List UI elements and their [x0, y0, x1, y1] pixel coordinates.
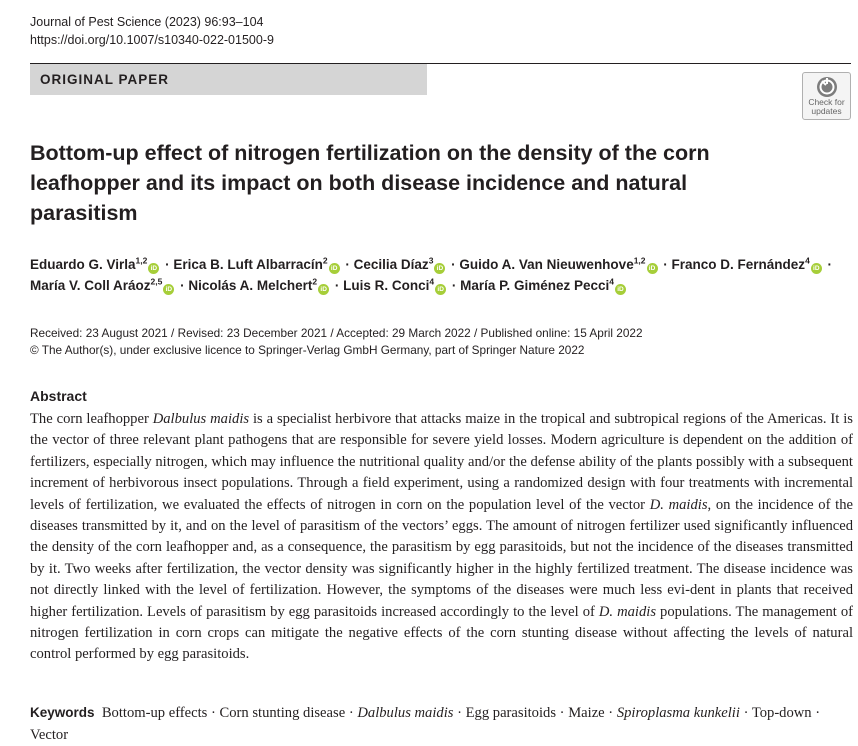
- author-name[interactable]: Nicolás A. Melchert: [188, 278, 313, 293]
- author-list: Eduardo G. Virla1,2iD · Erica B. Luft Al…: [30, 255, 833, 295]
- keyword-item[interactable]: Dalbulus maidis: [357, 705, 454, 721]
- keyword-list: Bottom-up effects · Corn stunting diseas…: [30, 705, 821, 743]
- author: María V. Coll Aráoz2,5iD: [30, 276, 176, 295]
- author-name[interactable]: Guido A. Van Nieuwenhove: [459, 257, 634, 272]
- author-separator: ·: [823, 257, 833, 272]
- keyword-item[interactable]: Spiroplasma kunkelii: [616, 705, 740, 721]
- abstract-heading: Abstract: [30, 388, 87, 404]
- article-title: Bottom-up effect of nitrogen fertilizati…: [30, 141, 710, 225]
- publication-dates: Received: 23 August 2021 / Revised: 23 D…: [30, 325, 643, 359]
- keyword-item[interactable]: Corn stunting disease: [219, 705, 346, 721]
- author-affiliation: 2: [312, 276, 318, 287]
- species-name: D. maidis: [649, 496, 708, 513]
- author-name[interactable]: Cecilia Díaz: [353, 257, 429, 272]
- author: Erica B. Luft Albarracín2iD: [173, 255, 341, 274]
- check-for-updates-icon: [816, 77, 837, 97]
- abstract-text-3: , on the incidence of the diseases trans…: [30, 496, 853, 620]
- author-affiliation: 4: [429, 276, 435, 287]
- author-name[interactable]: María P. Giménez Pecci: [460, 278, 610, 293]
- orcid-icon[interactable]: iD: [318, 284, 330, 295]
- author-affiliation: 4: [805, 255, 810, 266]
- orcid-icon[interactable]: iD: [434, 263, 446, 274]
- keyword-item[interactable]: Maize: [568, 705, 605, 721]
- doi-link[interactable]: https://doi.org/10.1007/s10340-022-01500…: [30, 33, 274, 47]
- author: Cecilia Díaz3iD: [353, 255, 448, 274]
- author-name[interactable]: Franco D. Fernández: [671, 257, 806, 272]
- orcid-icon[interactable]: iD: [646, 263, 658, 274]
- header-rule: [30, 63, 851, 64]
- author-name[interactable]: Luis R. Conci: [343, 278, 430, 293]
- orcid-icon[interactable]: iD: [148, 263, 160, 274]
- orcid-icon[interactable]: iD: [328, 263, 340, 274]
- author: Nicolás A. Melchert2iD: [188, 276, 331, 295]
- author: Franco D. Fernández4iD: [671, 255, 824, 274]
- orcid-icon[interactable]: iD: [163, 284, 175, 295]
- keyword-item[interactable]: Vector: [30, 726, 69, 743]
- author-affiliation: 4: [609, 276, 614, 287]
- article-type-banner: ORIGINAL PAPER: [30, 64, 427, 95]
- species-name: D. maidis: [598, 603, 657, 620]
- journal-citation: Journal of Pest Science (2023) 96:93–104: [30, 15, 264, 29]
- abstract-body: The corn leafhopper Dalbulus maidis is a…: [30, 409, 853, 666]
- abstract-text-1: The corn leafhopper: [30, 411, 153, 427]
- keyword-item[interactable]: Top-down: [751, 705, 812, 721]
- author-name[interactable]: María V. Coll Aráoz: [30, 278, 151, 293]
- abstract-text-4: populations. The management of nitrogen …: [30, 603, 853, 663]
- keyword-item[interactable]: Egg parasitoids: [465, 705, 557, 721]
- check-for-updates-line1: Check for: [808, 97, 845, 107]
- abstract-text-2: is a specialist herbivore that attacks m…: [30, 411, 853, 513]
- orcid-icon[interactable]: iD: [810, 263, 822, 274]
- check-for-updates-line2: updates: [811, 106, 842, 116]
- check-for-updates-button[interactable]: Check for updates: [802, 72, 851, 120]
- author: María P. Giménez Pecci4iD: [460, 276, 628, 295]
- keyword-item[interactable]: Bottom-up effects: [101, 705, 208, 721]
- journal-header: Journal of Pest Science (2023) 96:93–104…: [30, 13, 274, 49]
- author-affiliation: 1,2: [633, 255, 646, 266]
- author-name[interactable]: Eduardo G. Virla: [30, 257, 136, 272]
- orcid-icon[interactable]: iD: [614, 284, 626, 295]
- keywords: Keywords Bottom-up effects · Corn stunti…: [30, 702, 853, 746]
- history-dates: Received: 23 August 2021 / Revised: 23 D…: [30, 326, 643, 340]
- author: Guido A. Van Nieuwenhove1,2iD: [459, 255, 659, 274]
- keywords-label: Keywords: [30, 705, 95, 720]
- author-affiliation: 1,2: [135, 255, 148, 266]
- orcid-icon[interactable]: iD: [435, 284, 447, 295]
- author-name[interactable]: Erica B. Luft Albarracín: [173, 257, 323, 272]
- author: Luis R. Conci4iD: [343, 276, 448, 295]
- author-affiliation: 2,5: [150, 276, 163, 287]
- species-name: Dalbulus maidis: [152, 411, 250, 427]
- copyright-line: © The Author(s), under exclusive licence…: [30, 343, 585, 357]
- author-affiliation: 2: [322, 255, 328, 266]
- author: Eduardo G. Virla1,2iD: [30, 255, 161, 274]
- author-affiliation: 3: [428, 255, 434, 266]
